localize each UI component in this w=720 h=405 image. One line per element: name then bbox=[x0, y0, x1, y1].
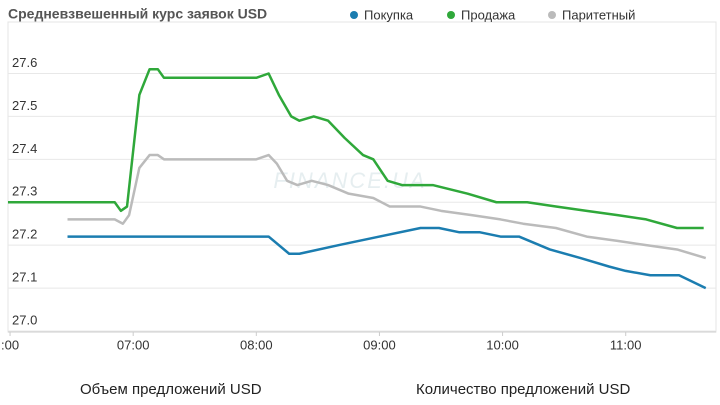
legend-marker bbox=[548, 11, 556, 19]
watermark: FINANCE.UA bbox=[273, 168, 426, 193]
chart-title: Средневзвешенный курс заявок USD bbox=[8, 6, 267, 22]
y-tick-label: 27.0 bbox=[12, 312, 37, 327]
x-tick-label: 07:00 bbox=[117, 337, 150, 352]
y-tick-label: 27.1 bbox=[12, 270, 37, 285]
footer-label[interactable]: Количество предложений USD bbox=[416, 381, 630, 398]
footer-label[interactable]: Объем предложений USD bbox=[80, 381, 262, 398]
x-tick-label: 10:00 bbox=[486, 337, 519, 352]
legend-marker bbox=[350, 11, 358, 19]
legend-label[interactable]: Покупка bbox=[364, 7, 414, 22]
y-tick-label: 27.3 bbox=[12, 184, 37, 199]
x-tick-label: 09:00 bbox=[363, 337, 396, 352]
legend-label[interactable]: Продажа bbox=[461, 7, 516, 22]
data-line bbox=[67, 226, 707, 290]
y-tick-label: 27.6 bbox=[12, 55, 37, 70]
x-tick-label: :00 bbox=[1, 337, 19, 352]
data-line bbox=[8, 67, 704, 230]
y-tick-label: 27.4 bbox=[12, 141, 37, 156]
x-tick-label: 11:00 bbox=[610, 337, 642, 352]
y-tick-label: 27.2 bbox=[12, 227, 37, 242]
data-line bbox=[67, 153, 707, 260]
x-tick-label: 08:00 bbox=[240, 337, 273, 352]
legend-label[interactable]: Паритетный bbox=[562, 7, 635, 22]
legend: Покупка Продажа Паритетный bbox=[350, 7, 635, 22]
y-tick-label: 27.5 bbox=[12, 98, 37, 113]
legend-marker bbox=[447, 11, 455, 19]
